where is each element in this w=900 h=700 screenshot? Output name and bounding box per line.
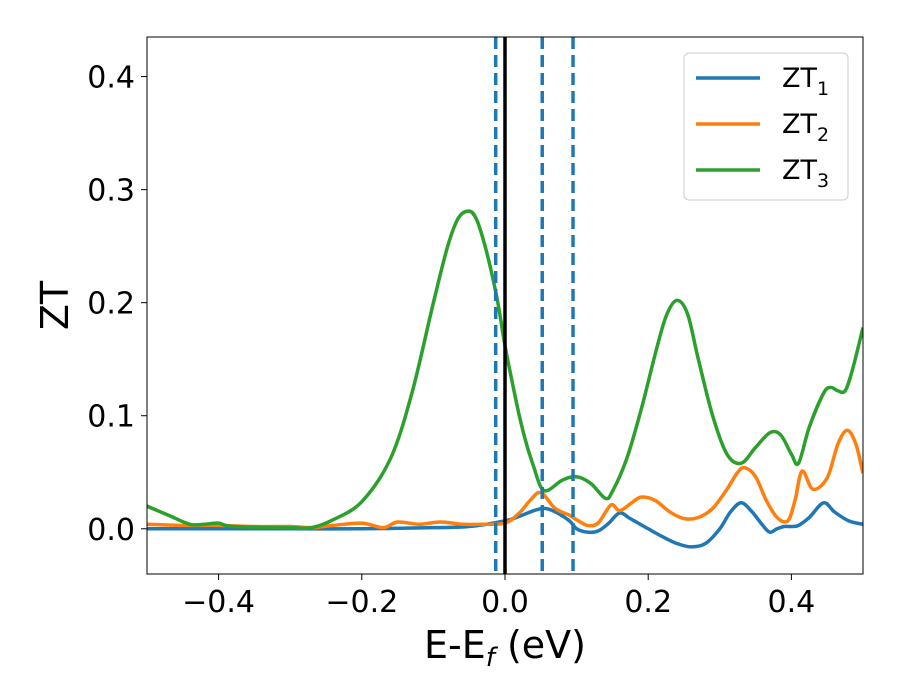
series-line-zt2 [147, 428, 863, 530]
svg-text:ZT3: ZT3 [782, 155, 829, 192]
legend-box [683, 52, 849, 201]
legend-entry-zt1: ZT1 [696, 63, 829, 100]
legend-label-zt3-subscript: 3 [817, 170, 829, 192]
x-tick-label: 0.0 [481, 585, 529, 620]
x-axis-title: E-Ef (eV) [424, 623, 586, 673]
x-tick-label: 0.2 [624, 585, 672, 620]
series-line-zt3 [147, 209, 863, 531]
legend-label-zt1: ZT [782, 63, 817, 94]
svg-text:ZT1: ZT1 [782, 63, 829, 100]
legend-label-zt3: ZT [782, 155, 817, 186]
legend-label-zt1-subscript: 1 [817, 78, 829, 100]
legend-label-zt2: ZT [782, 109, 817, 140]
svg-text:ZT2: ZT2 [782, 109, 829, 146]
y-tick-label: 0.3 [87, 174, 135, 209]
y-tick-label: 0.1 [87, 400, 135, 435]
y-axis-title: ZT [33, 280, 77, 330]
legend-entry-zt3: ZT3 [696, 155, 829, 192]
x-tick-label: −0.2 [325, 585, 398, 620]
legend-label-zt2-subscript: 2 [817, 124, 829, 146]
y-tick-label: 0.4 [87, 61, 135, 96]
legend: ZT1 ZT2 ZT3 [683, 52, 849, 201]
axes: −0.4 −0.2 0.0 0.2 0.4 0.0 0.1 0.2 0.3 0.4 [87, 36, 864, 620]
y-tick-label: 0.0 [87, 513, 135, 548]
plot-area [147, 37, 863, 574]
x-tick-label: −0.4 [182, 585, 255, 620]
x-axis-title-unit: (eV) [495, 623, 586, 667]
x-axis-title-main: E-E [424, 623, 486, 667]
series-line-zt1 [147, 501, 863, 549]
x-tick-label: 0.4 [768, 585, 816, 620]
legend-entry-zt2: ZT2 [696, 109, 829, 146]
y-tick-label: 0.2 [87, 287, 135, 322]
